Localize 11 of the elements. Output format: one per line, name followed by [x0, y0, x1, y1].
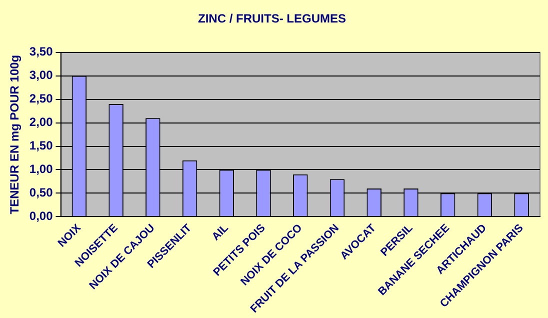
chart-title: ZINC / FRUITS- LEGUMES — [198, 12, 346, 26]
y-tick-label: 1,50 — [29, 138, 54, 153]
y-tick-label: 1,00 — [29, 162, 54, 176]
y-tick-label: 3,50 — [29, 44, 54, 59]
y-tick-label: 2,50 — [29, 92, 54, 106]
y-tick-label: 0,50 — [29, 186, 54, 200]
y-tick-label: 0,00 — [29, 208, 54, 223]
y-tick-label: 2,00 — [29, 115, 54, 130]
y-axis-title: TENEUR EN mg POUR 100g — [8, 54, 22, 214]
y-tick-label: 3,00 — [29, 68, 54, 82]
x-tick-label: AIL — [210, 222, 232, 244]
